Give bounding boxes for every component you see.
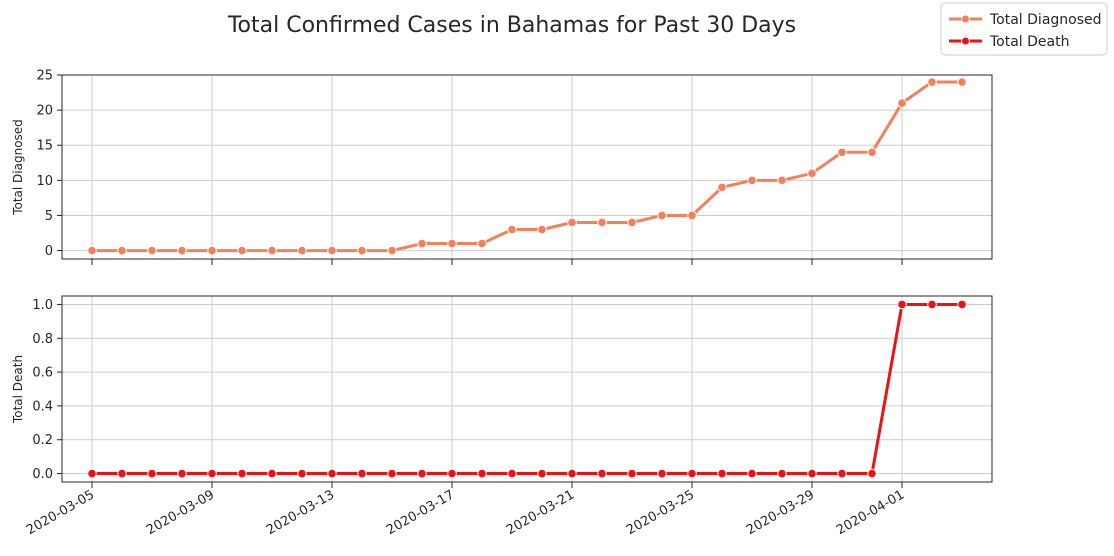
panel-total-death: 0.0 0.2 0.4 0.6 0.8 1.0 Total Death — [11, 295, 993, 488]
x-axis: 2020-03-05 2020-03-09 2020-03-13 2020-03-17… — [24, 487, 907, 538]
data-point-total-death — [387, 468, 397, 479]
x-tick-label: 2020-03-29 — [744, 487, 817, 538]
x-tick-label: 2020-03-21 — [504, 487, 577, 538]
data-point-total-death — [207, 468, 217, 479]
x-tick-label: 2020-03-13 — [264, 487, 337, 538]
data-point-total-diagnosed — [957, 77, 967, 87]
y-tick-label: 0.6 — [32, 366, 53, 381]
data-point-total-diagnosed — [177, 245, 187, 256]
axes-frame — [61, 295, 993, 483]
data-point-total-death — [477, 468, 487, 479]
data-point-total-diagnosed — [207, 245, 217, 256]
data-point-total-death — [417, 468, 427, 479]
data-point-total-death — [447, 468, 457, 479]
data-point-total-diagnosed — [447, 238, 457, 249]
data-point-total-diagnosed — [597, 217, 607, 228]
data-point-total-death — [117, 468, 127, 479]
x-tick-label: 2020-03-09 — [144, 487, 217, 538]
data-point-total-death — [597, 468, 607, 479]
legend-marker-total-death — [961, 36, 970, 46]
y-axis-label-total-death: Total Death — [11, 355, 25, 424]
y-axis-label-total-diagnosed: Total Diagnosed — [11, 119, 25, 216]
legend-marker-total-diagnosed — [961, 14, 970, 24]
data-point-total-diagnosed — [777, 175, 787, 186]
data-point-total-diagnosed — [417, 238, 427, 249]
y-tick-label: 0.8 — [32, 332, 53, 347]
x-tick-label: 2020-04-01 — [834, 487, 907, 538]
data-point-total-diagnosed — [147, 245, 157, 256]
data-point-total-diagnosed — [687, 210, 697, 221]
data-point-total-diagnosed — [807, 168, 817, 179]
data-point-total-diagnosed — [927, 77, 937, 87]
legend-box — [940, 2, 1108, 56]
data-point-total-death — [657, 468, 667, 479]
data-point-total-death — [567, 468, 577, 479]
data-point-total-diagnosed — [837, 147, 847, 158]
data-point-total-death — [777, 468, 787, 479]
y-tick-label: 25 — [36, 69, 53, 84]
data-point-total-diagnosed — [327, 245, 337, 256]
y-tick-label: 0.0 — [32, 467, 53, 482]
data-point-total-diagnosed — [237, 245, 247, 256]
y-tick-label: 10 — [36, 174, 53, 189]
data-point-total-death — [177, 468, 187, 479]
series-line-total-death — [90, 302, 964, 476]
data-point-total-death — [687, 468, 697, 479]
data-point-total-death — [237, 468, 247, 479]
panel-total-diagnosed: 0 5 10 15 20 25 Total Diagnosed — [11, 69, 993, 265]
data-point-total-diagnosed — [657, 210, 667, 221]
data-point-total-diagnosed — [387, 245, 397, 256]
x-tick-label: 2020-03-05 — [24, 487, 97, 538]
data-point-total-diagnosed — [717, 182, 727, 193]
data-point-total-diagnosed — [627, 217, 637, 228]
axes-frame — [61, 74, 993, 260]
data-point-total-death — [897, 299, 907, 310]
series-line-total-diagnosed — [90, 80, 964, 253]
data-point-total-diagnosed — [477, 238, 487, 249]
data-point-total-diagnosed — [357, 245, 367, 256]
x-tick-label: 2020-03-25 — [624, 487, 697, 538]
data-point-total-diagnosed — [297, 245, 307, 256]
data-point-total-death — [267, 468, 277, 479]
data-point-total-death — [807, 468, 817, 479]
y-tick-label: 0 — [45, 244, 53, 259]
legend-label-total-diagnosed: Total Diagnosed — [989, 12, 1102, 28]
data-point-total-death — [87, 468, 97, 479]
data-point-total-death — [627, 468, 637, 479]
y-tick-label: 0.4 — [32, 399, 53, 414]
data-point-total-death — [537, 468, 547, 479]
data-point-total-death — [357, 468, 367, 479]
chart-title: Total Confirmed Cases in Bahamas for Pas… — [227, 13, 796, 38]
data-point-total-death — [927, 299, 937, 310]
legend-label-total-death: Total Death — [989, 34, 1069, 50]
y-tick-label: 0.2 — [32, 433, 53, 448]
data-point-total-diagnosed — [117, 245, 127, 256]
data-point-total-diagnosed — [87, 245, 97, 256]
data-point-total-death — [297, 468, 307, 479]
data-point-total-diagnosed — [567, 217, 577, 228]
data-point-total-death — [327, 468, 337, 479]
data-point-total-diagnosed — [267, 245, 277, 256]
data-point-total-diagnosed — [507, 224, 517, 235]
y-tick-label: 20 — [36, 104, 53, 119]
data-point-total-death — [717, 468, 727, 479]
data-point-total-death — [957, 299, 967, 310]
y-tick-label: 15 — [36, 139, 53, 154]
data-point-total-death — [507, 468, 517, 479]
data-point-total-death — [147, 468, 157, 479]
data-point-total-diagnosed — [537, 224, 547, 235]
data-point-total-diagnosed — [897, 98, 907, 108]
y-tick-label: 1.0 — [32, 298, 53, 313]
data-point-total-death — [747, 468, 757, 479]
x-tick-label: 2020-03-17 — [384, 487, 457, 538]
data-point-total-diagnosed — [747, 175, 757, 186]
data-point-total-death — [867, 468, 877, 479]
data-point-total-death — [837, 468, 847, 479]
data-point-total-diagnosed — [867, 147, 877, 158]
legend: Total Diagnosed Total Death — [940, 2, 1108, 56]
y-tick-label: 5 — [45, 209, 53, 224]
